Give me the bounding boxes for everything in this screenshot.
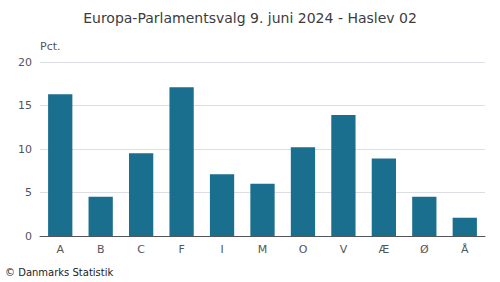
svg-text:5: 5 bbox=[25, 186, 32, 199]
svg-text:F: F bbox=[178, 243, 184, 256]
svg-text:B: B bbox=[97, 243, 105, 256]
svg-text:0: 0 bbox=[25, 230, 32, 243]
svg-text:10: 10 bbox=[18, 143, 32, 156]
svg-text:V: V bbox=[340, 243, 348, 256]
svg-text:O: O bbox=[299, 243, 308, 256]
svg-text:M: M bbox=[258, 243, 268, 256]
svg-text:Europa-Parlamentsvalg 9. juni: Europa-Parlamentsvalg 9. juni 2024 - Has… bbox=[83, 10, 417, 26]
svg-text:© Danmarks Statistik: © Danmarks Statistik bbox=[5, 267, 114, 278]
svg-text:A: A bbox=[56, 243, 64, 256]
svg-text:I: I bbox=[220, 243, 223, 256]
svg-text:Ø: Ø bbox=[420, 243, 429, 256]
svg-text:C: C bbox=[137, 243, 145, 256]
svg-text:Æ: Æ bbox=[379, 243, 390, 256]
svg-text:20: 20 bbox=[18, 56, 32, 69]
svg-text:15: 15 bbox=[18, 99, 32, 112]
svg-text:Å: Å bbox=[461, 243, 469, 256]
svg-text:Pct.: Pct. bbox=[40, 40, 61, 53]
